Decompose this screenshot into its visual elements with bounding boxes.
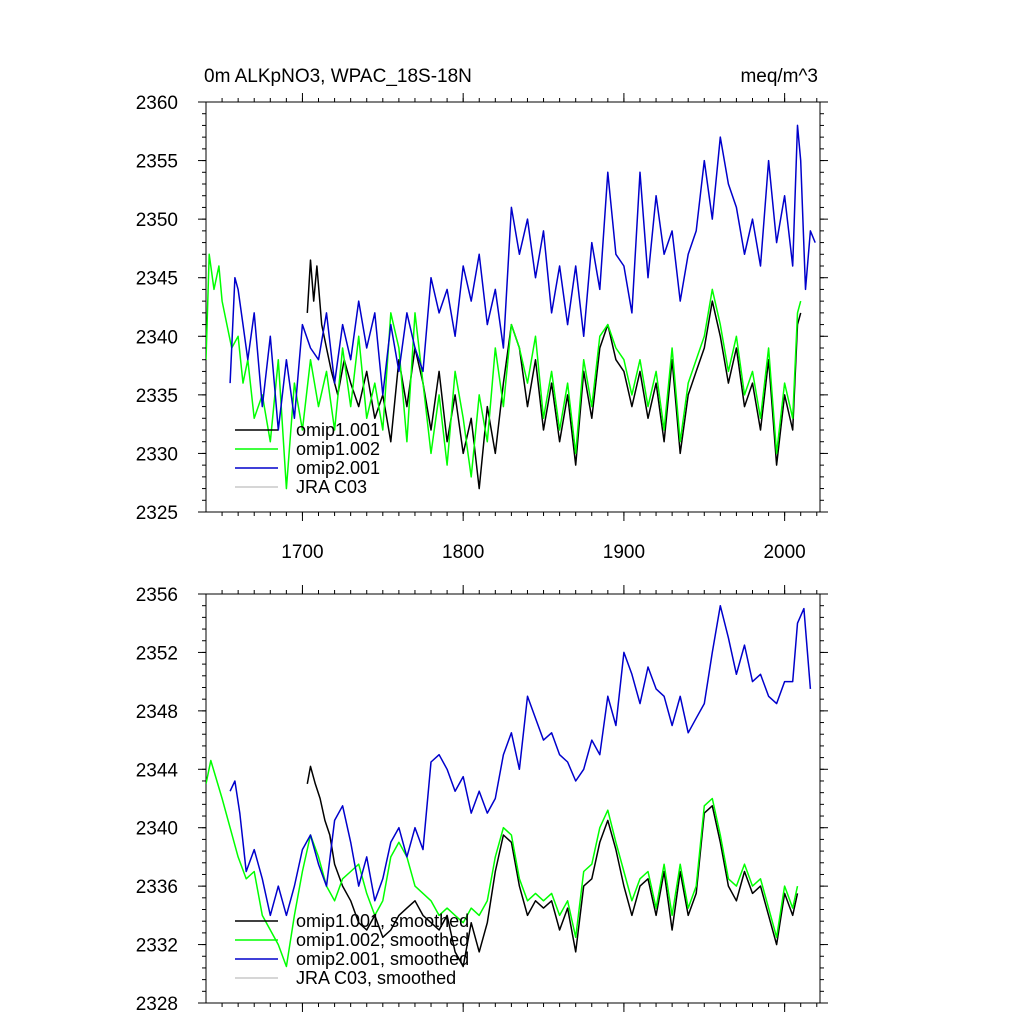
top-panel: 2325 2330 2335 2340 2345 2350 2355 2360 1700 1800… <box>136 66 828 563</box>
panel0-ytick-label: 2325 <box>136 503 178 524</box>
panel1-series-group <box>206 604 812 968</box>
panel1-ytick-label: 2340 <box>136 819 178 840</box>
panel1-ytick-label: 2344 <box>136 760 179 781</box>
panel0-ytick-label: 2345 <box>136 269 178 290</box>
panel0-xtick-label: 1900 <box>603 542 645 563</box>
panel1-legend-label: JRA C03, smoothed <box>296 968 456 988</box>
panel0-ytick-label: 2360 <box>136 93 178 114</box>
panel0-xtick-label: 2000 <box>763 542 805 563</box>
panel0-xtick-label: 1700 <box>281 542 323 563</box>
panel0-ytick-label: 2355 <box>136 152 178 173</box>
panel0-series-group <box>206 124 816 490</box>
panel0-ytick-label: 2350 <box>136 210 178 231</box>
panel1-plot-frame <box>205 593 821 1004</box>
panel1-legend-label: omip2.001, smoothed <box>296 949 469 969</box>
panel0-plot-frame <box>205 101 821 513</box>
panel0-legend-label: omip1.002 <box>296 439 380 459</box>
panel1-series-omip1-002-smoothed <box>206 759 799 968</box>
panel0-ytick-label: 2335 <box>136 386 178 407</box>
panel1-ytick-label: 2348 <box>136 702 178 723</box>
panel0-ytick-label: 2330 <box>136 444 178 465</box>
panel1-ytick-label: 2328 <box>136 994 178 1015</box>
bottom-panel: 2328 2332 2336 2340 2344 2348 2352 2356 omip1.00… <box>136 585 828 1015</box>
panel0-title: 0m ALKpNO3, WPAC_18S-18N <box>204 66 472 87</box>
panel0-series-omip1-001 <box>306 259 802 490</box>
panel0-legend-label: omip1.001 <box>296 420 380 440</box>
panel0-legend-label: omip2.001 <box>296 458 380 478</box>
panel0-series-omip2-001 <box>229 124 816 431</box>
panel0-ytick-label: 2340 <box>136 327 178 348</box>
panel1-series-omip1-001-smoothed <box>306 765 799 968</box>
panel1-ytick-label: 2336 <box>136 877 178 898</box>
panel0-legend-label: JRA C03 <box>296 477 367 497</box>
panel0-xtick-label: 1800 <box>442 542 484 563</box>
panel1-ytick-label: 2352 <box>136 643 178 664</box>
panel1-ytick-label: 2332 <box>136 936 178 957</box>
panel1-legend-label: omip1.002, smoothed <box>296 930 469 950</box>
panel1-legend-label: omip1.001, smoothed <box>296 911 469 931</box>
panel1-series-omip2-001-smoothed <box>229 604 812 917</box>
panel0-units: meq/m^3 <box>740 66 818 87</box>
panel1-ytick-label: 2356 <box>136 585 178 606</box>
panel0-series-omip1-002 <box>206 253 802 490</box>
